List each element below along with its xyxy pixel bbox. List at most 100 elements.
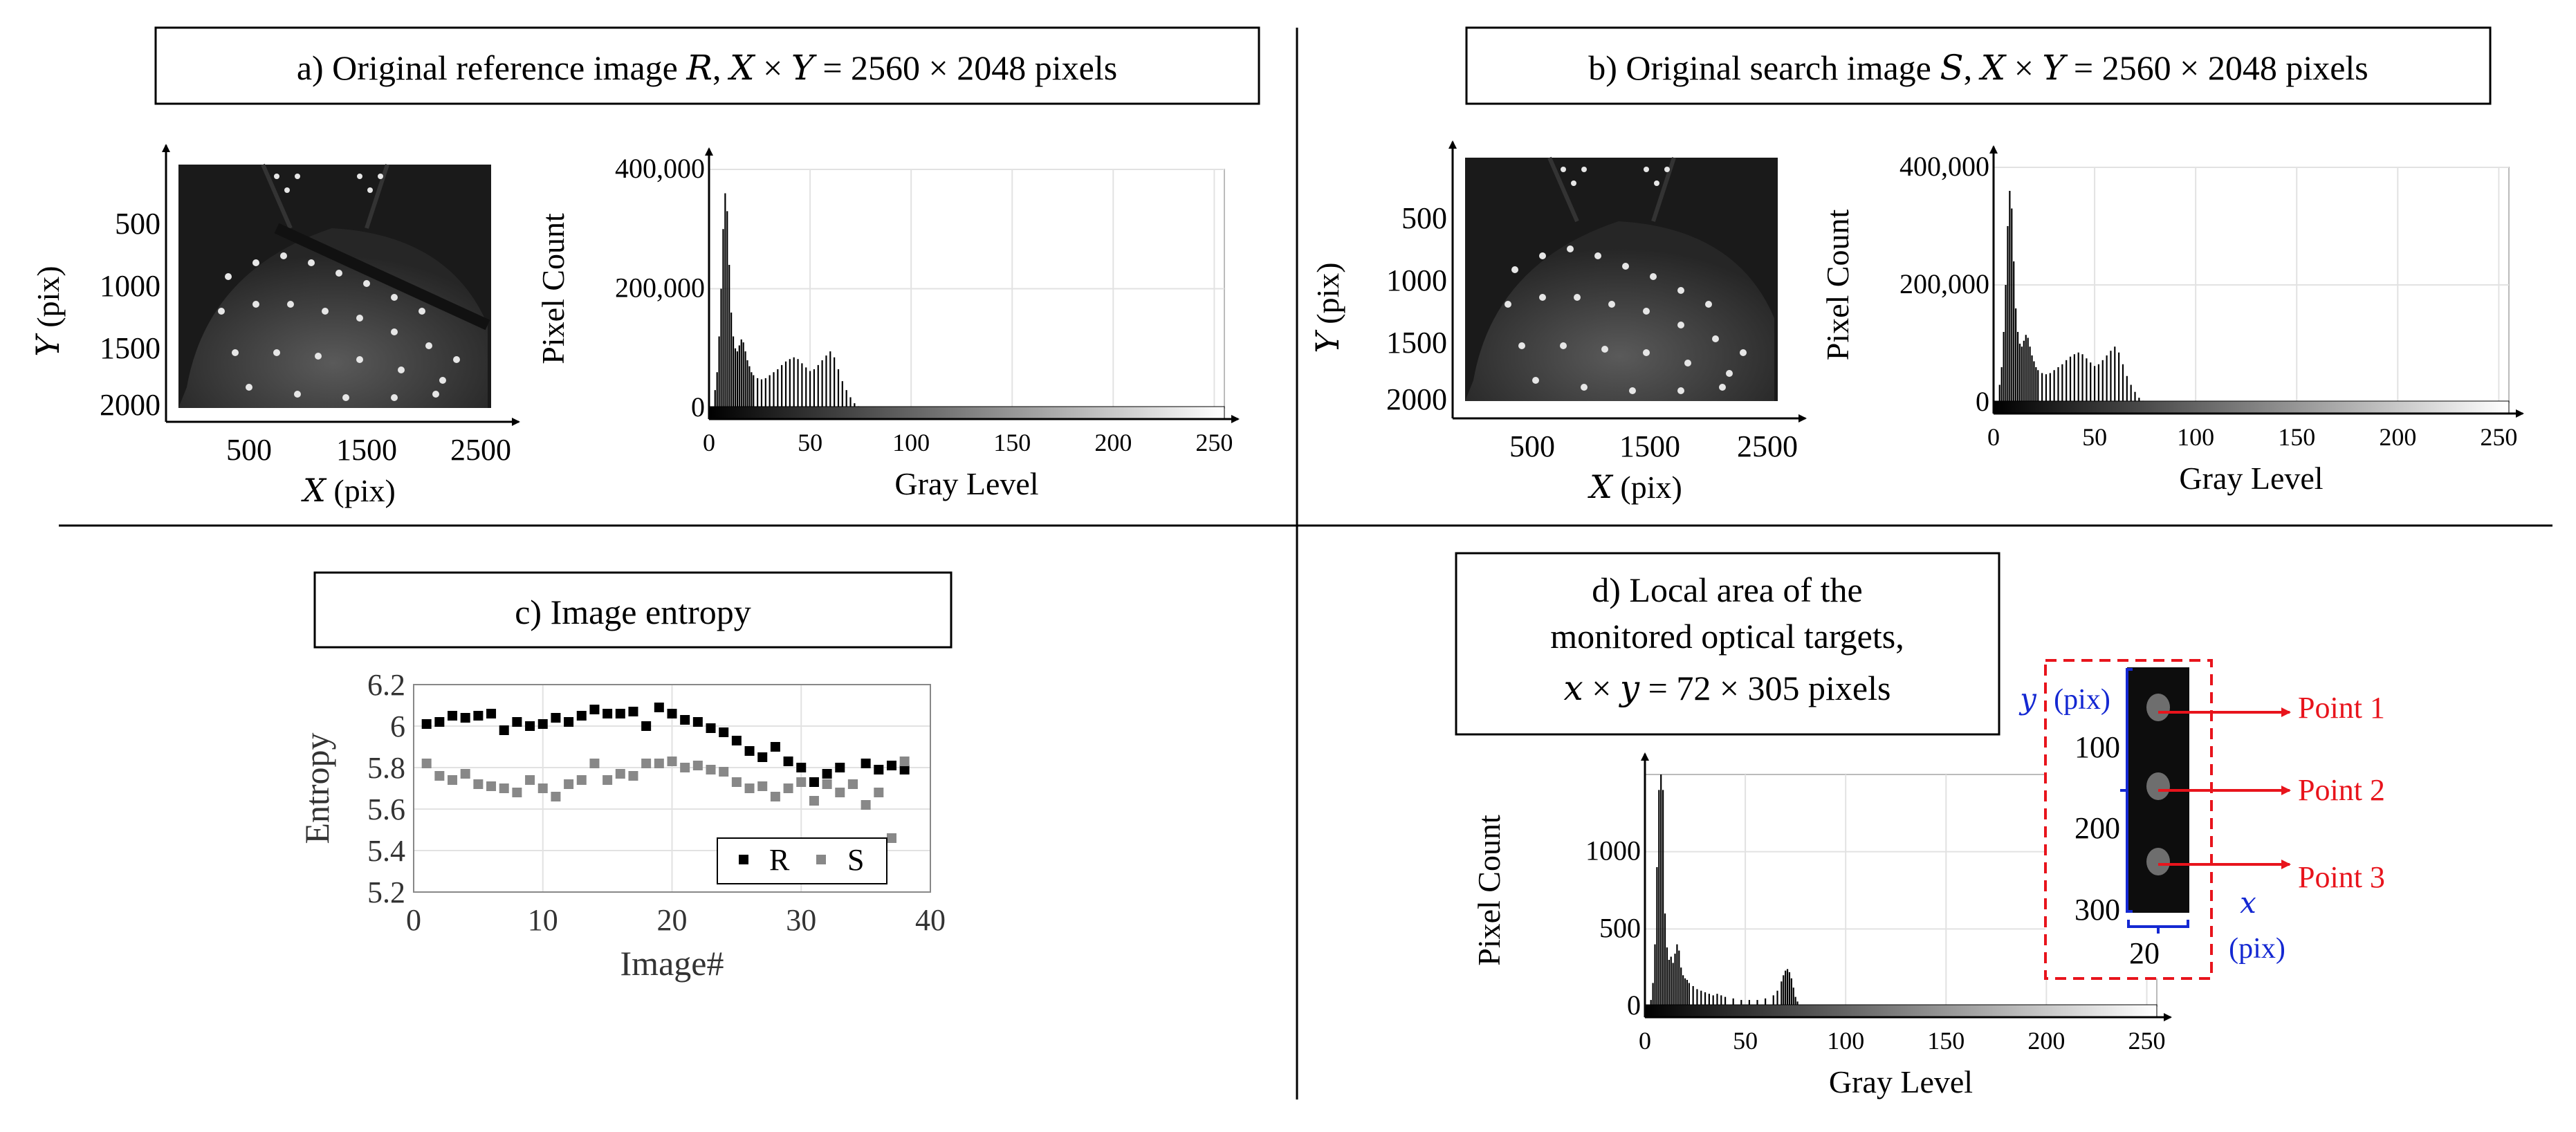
- target-dot: [2146, 694, 2170, 721]
- entropy-point-R: [770, 742, 780, 752]
- entropy-point-S: [576, 775, 587, 785]
- y-tick-label: 1000: [1585, 835, 1641, 866]
- y-tick-label: 0: [1976, 386, 1989, 417]
- x-tick-label: 10: [528, 903, 558, 937]
- entropy-point-R: [486, 709, 497, 718]
- entropy-point-R: [744, 746, 755, 756]
- entropy-point-R: [757, 752, 768, 762]
- y-tick-label: 200,000: [1899, 268, 1989, 299]
- gray-level-colorbar: [708, 406, 1225, 420]
- entropy-point-R: [796, 763, 807, 772]
- y-tick-label: 5.4: [367, 834, 405, 868]
- x-axis-label: Gray Level: [2179, 461, 2323, 496]
- gray-level-colorbar: [1993, 400, 2510, 414]
- entropy-point-S: [473, 779, 484, 789]
- image-a-xtick: 500: [226, 433, 272, 467]
- entropy-point-S: [822, 779, 832, 789]
- y-tick-label: 5.8: [367, 751, 405, 785]
- entropy-point-R: [576, 711, 587, 721]
- entropy-point-R: [628, 707, 638, 716]
- point-1-label: Point 1: [2298, 691, 2385, 725]
- y-tick-label: 400,000: [615, 153, 705, 184]
- entropy-point-R: [861, 759, 871, 768]
- entropy-point-S: [499, 783, 509, 793]
- entropy-point-R: [809, 777, 819, 787]
- gray-level-colorbar: [1644, 1004, 2158, 1018]
- entropy-point-R: [822, 769, 832, 779]
- panel-c-title: c) Image entropy: [515, 593, 751, 631]
- entropy-point-S: [537, 783, 548, 793]
- entropy-point-R: [525, 721, 535, 731]
- x-tick-label: 250: [2128, 1027, 2165, 1055]
- reference-image: [178, 163, 491, 408]
- point-2-label: Point 2: [2298, 773, 2385, 807]
- entropy-point-S: [434, 771, 445, 781]
- x-tick-label: 40: [915, 903, 946, 937]
- entropy-point-S: [692, 761, 703, 770]
- entropy-point-S: [706, 765, 716, 774]
- x-tick-label: 30: [786, 903, 816, 937]
- y-tick-label: 0: [1627, 990, 1641, 1021]
- entropy-point-S: [667, 757, 677, 766]
- entropy-point-R: [692, 717, 703, 727]
- x-tick-label: 150: [1927, 1027, 1965, 1055]
- x-tick-label: 100: [2177, 423, 2214, 451]
- entropy-point-S: [486, 781, 497, 791]
- legend-marker-R: [739, 855, 748, 864]
- x-tick-label: 250: [1195, 429, 1233, 456]
- search-image: [1465, 156, 1778, 401]
- entropy-point-S: [809, 796, 819, 806]
- panel-c-title-box: [313, 571, 953, 649]
- image-a-ytick: 500: [115, 207, 160, 241]
- y-tick-label: 5.6: [367, 792, 405, 826]
- x-tick-label: 0: [703, 429, 715, 456]
- search-image-plot: 500 1000 1500 2000 500 1500 2500 𝑋 (pix)…: [1310, 140, 1807, 505]
- entropy-point-S: [680, 763, 690, 772]
- entropy-point-R: [615, 709, 625, 718]
- x-axis-label: Image#: [620, 944, 724, 983]
- entropy-point-R: [835, 763, 845, 772]
- inset-ytick: 200: [2074, 811, 2120, 845]
- panel-b: b) Original search image 𝑆, 𝑋 × 𝑌 = 2560…: [1310, 26, 2524, 505]
- x-tick-label: 150: [2278, 423, 2315, 451]
- entropy-point-S: [899, 757, 910, 766]
- y-axis-label: Pixel Count: [535, 213, 571, 364]
- legend-marker-S: [816, 855, 826, 864]
- y-tick-label: 5.2: [367, 875, 405, 909]
- entropy-point-S: [551, 792, 561, 801]
- image-b-ylabel: 𝑌 (pix): [1310, 262, 1345, 353]
- y-axis-label: Pixel Count: [1471, 815, 1507, 966]
- inset-ytick: 100: [2074, 730, 2120, 764]
- inset-xlabel-unit: (pix): [2229, 933, 2285, 965]
- image-b-ytick: 1000: [1386, 263, 1447, 297]
- entropy-point-R: [551, 713, 561, 723]
- local-target-inset: 𝑦 (pix) 100 200 300 20 𝑥 (pix) Point 1 P…: [2018, 659, 2385, 980]
- legend-label-R: R: [769, 843, 790, 877]
- entropy-point-S: [861, 800, 871, 810]
- entropy-point-S: [628, 771, 638, 781]
- x-tick-label: 150: [993, 429, 1031, 456]
- y-tick-label: 6: [390, 709, 405, 743]
- entropy-point-R: [448, 711, 458, 721]
- entropy-point-R: [499, 725, 509, 735]
- inset-x-brace: [2127, 920, 2189, 934]
- inset-xlabel-var: 𝑥: [2240, 888, 2256, 920]
- panel-d-title-line: monitored optical targets,: [1550, 617, 1904, 656]
- entropy-point-R: [460, 713, 470, 723]
- entropy-point-R: [899, 765, 910, 774]
- x-tick-label: 0: [1639, 1027, 1651, 1055]
- entropy-point-R: [589, 705, 600, 714]
- x-tick-label: 0: [1987, 423, 2000, 451]
- entropy-point-S: [421, 759, 432, 768]
- inset-ytick: 300: [2074, 893, 2120, 927]
- image-a-xtick: 1500: [336, 433, 397, 467]
- panel-a: a) Original reference image 𝑅, 𝑋 × 𝑌 = 2…: [30, 26, 1260, 508]
- panel-d-title-line: d) Local area of the: [1592, 570, 1862, 609]
- y-tick-label: 500: [1599, 912, 1641, 943]
- image-a-xtick: 2500: [450, 433, 511, 467]
- entropy-point-S: [874, 788, 884, 797]
- panel-d-title-box: [1455, 552, 2000, 736]
